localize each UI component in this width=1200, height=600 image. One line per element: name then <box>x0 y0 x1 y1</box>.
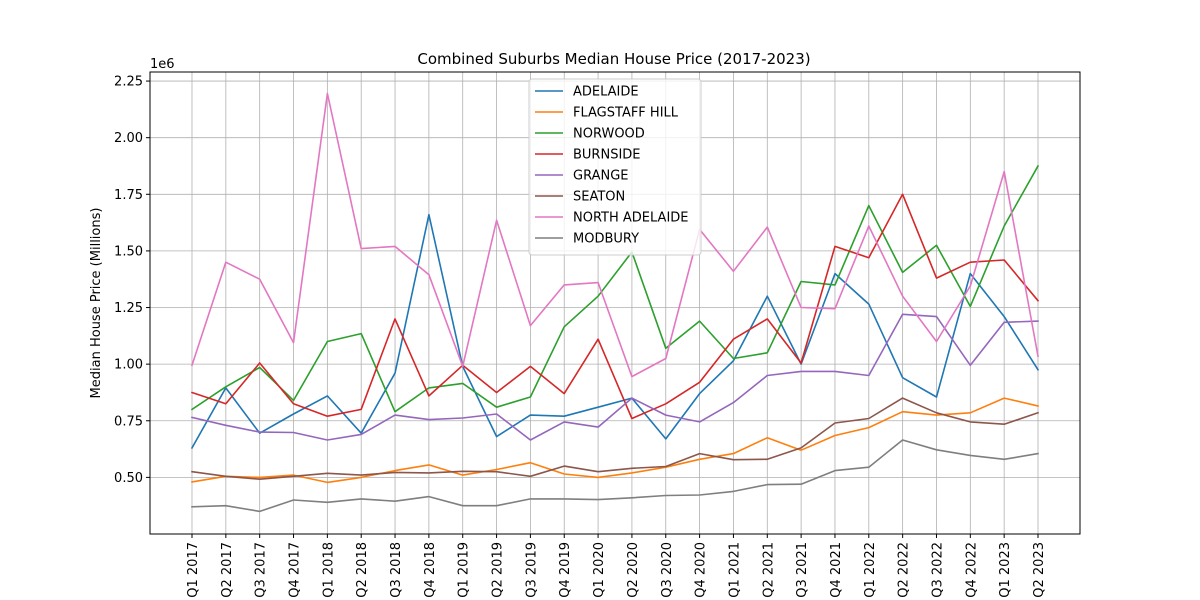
legend-label: GRANGE <box>573 169 629 184</box>
series-line-modbury <box>191 439 1039 513</box>
y-tick-label: 2.25 <box>114 75 143 90</box>
x-tick-label: Q4 2019 <box>558 542 573 598</box>
legend-label: NORWOOD <box>573 127 645 142</box>
y-tick-label: 1.50 <box>114 244 143 259</box>
x-tick-label: Q2 2023 <box>1032 542 1047 598</box>
x-tick-label: Q1 2021 <box>727 542 742 598</box>
x-tick-label: Q2 2018 <box>355 542 370 598</box>
x-tick-label: Q3 2019 <box>524 542 539 598</box>
legend-label: NORTH ADELAIDE <box>573 211 689 226</box>
legend-label: BURNSIDE <box>573 148 641 163</box>
y-axis-offset-label: 1e6 <box>150 57 175 72</box>
legend: ADELAIDE FLAGSTAFF HILL NORWOOD BURNSIDE GRA… <box>528 78 702 256</box>
x-tick-label: Q2 2022 <box>897 542 912 598</box>
series-line-adelaide <box>190 213 1040 449</box>
x-tick-label: Q4 2022 <box>964 542 979 598</box>
y-tick-label: 1.00 <box>114 358 143 373</box>
y-axis-title: Median House Price (Millions) <box>89 208 104 399</box>
x-tick-label: Q3 2022 <box>930 542 945 598</box>
y-tick-label: 0.50 <box>114 471 143 486</box>
chart-title: Combined Suburbs Median House Price (201… <box>417 50 810 68</box>
x-tick-label: Q1 2023 <box>998 542 1013 598</box>
x-tick-label: Q1 2017 <box>186 542 201 598</box>
legend-label: FLAGSTAFF HILL <box>573 106 679 121</box>
legend-label: SEATON <box>573 190 625 205</box>
y-tick-label: 1.25 <box>114 301 143 316</box>
series-line-flagstaff-hill <box>191 397 1039 484</box>
x-axis-ticks: Q1 2017 Q2 2017 Q3 2017 Q4 2017 Q1 2018 Q2 20… <box>186 534 1047 598</box>
y-tick-label: 1.75 <box>114 188 143 203</box>
series-line-north-adelaide <box>190 92 1039 378</box>
x-tick-label: Q4 2018 <box>423 542 438 598</box>
x-tick-label: Q4 2021 <box>829 542 844 598</box>
y-tick-label: 2.00 <box>114 131 143 146</box>
plot-area-frame <box>149 71 1081 535</box>
legend-frame <box>528 78 702 256</box>
x-tick-label: Q4 2017 <box>288 542 303 598</box>
x-tick-label: Q1 2018 <box>321 542 336 598</box>
series-line-grange <box>191 313 1039 441</box>
legend-label: MODBURY <box>573 232 639 247</box>
x-tick-label: Q2 2021 <box>761 542 776 598</box>
y-tick-label: 0.75 <box>114 414 143 429</box>
y-axis-ticks: 0.50 0.75 1.00 1.25 1.50 1.75 2.00 2.25 <box>114 75 150 486</box>
x-tick-label: Q3 2020 <box>660 542 675 598</box>
legend-label: ADELAIDE <box>573 85 639 100</box>
series-line-seaton <box>191 397 1040 481</box>
grid <box>150 72 1080 534</box>
series-line-norwood <box>190 164 1040 413</box>
x-tick-label: Q4 2020 <box>694 542 709 598</box>
x-tick-label: Q3 2017 <box>254 542 269 598</box>
x-tick-label: Q1 2019 <box>457 542 472 598</box>
x-tick-label: Q3 2018 <box>389 542 404 598</box>
x-tick-label: Q2 2017 <box>220 542 235 598</box>
x-tick-label: Q1 2020 <box>592 542 607 598</box>
series-lines <box>190 92 1040 513</box>
x-tick-label: Q2 2020 <box>626 542 641 598</box>
x-tick-label: Q3 2021 <box>795 542 810 598</box>
series-line-burnside <box>190 193 1040 420</box>
x-tick-label: Q2 2019 <box>491 542 506 598</box>
x-tick-label: Q1 2022 <box>863 542 878 598</box>
